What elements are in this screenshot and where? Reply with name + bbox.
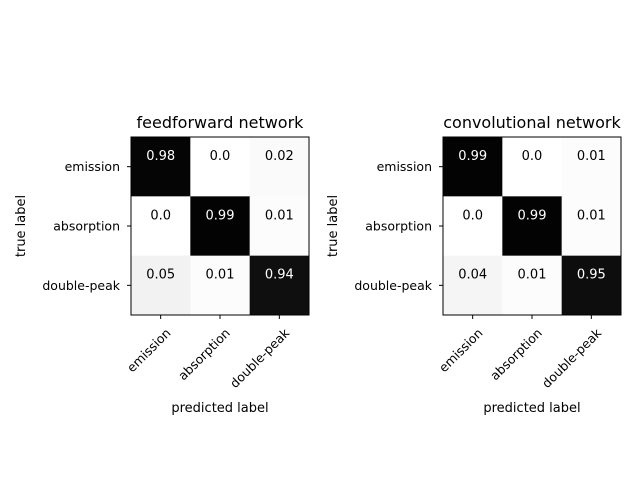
- cell-value-label: 0.01: [206, 268, 235, 283]
- panel-feedforward: feedforward network 0.98 0.0 0.02 0.0 0.99 0.…: [14, 113, 310, 416]
- heatmap-cell: [190, 255, 251, 316]
- cell-value-label: 0.99: [458, 149, 487, 164]
- heatmap-cell: [249, 196, 310, 257]
- heatmap-cell: [249, 255, 310, 316]
- heatmap-cell: [502, 255, 563, 316]
- cell-value-label: 0.01: [518, 268, 547, 283]
- heatmap-cell: [131, 255, 191, 316]
- heatmap-cell: [502, 137, 563, 197]
- heatmap-cell: [190, 137, 251, 197]
- cell-value-label: 0.05: [146, 268, 175, 283]
- heatmap-cell: [502, 196, 563, 257]
- panel-title: convolutional network: [443, 113, 621, 132]
- cell-value-label: 0.01: [265, 208, 294, 223]
- y-tick-label: double-peak: [354, 278, 432, 293]
- cell-value-label: 0.04: [458, 268, 487, 283]
- heatmap-cell: [131, 196, 191, 257]
- cell-value-label: 0.0: [150, 208, 171, 223]
- y-tick-label: double-peak: [42, 278, 120, 293]
- cell-value-label: 0.01: [577, 149, 606, 164]
- cell-value-label: 0.01: [577, 208, 606, 223]
- x-axis-label: predicted label: [171, 401, 268, 416]
- cell-value-label: 0.0: [210, 149, 231, 164]
- heatmap-cell: [249, 137, 310, 197]
- heatmap-cell: [443, 137, 503, 197]
- panel-title: feedforward network: [137, 113, 305, 132]
- cell-value-label: 0.99: [206, 208, 235, 223]
- heatmap-cell: [443, 196, 503, 257]
- cell-value-label: 0.95: [577, 268, 606, 283]
- cell-value-label: 0.02: [265, 149, 294, 164]
- y-tick-label: emission: [65, 159, 120, 174]
- cell-value-label: 0.0: [522, 149, 543, 164]
- cell-value-label: 0.99: [518, 208, 547, 223]
- heatmap-cell: [190, 196, 251, 257]
- y-axis-label: true label: [14, 195, 29, 257]
- y-tick-label: absorption: [365, 219, 432, 234]
- cell-value-label: 0.0: [462, 208, 483, 223]
- y-axis-label: true label: [326, 195, 341, 257]
- heatmap-cell: [443, 255, 503, 316]
- heatmap-cell: [131, 137, 191, 197]
- cell-value-label: 0.98: [146, 149, 175, 164]
- heatmap-cell: [561, 255, 622, 316]
- y-tick-label: emission: [377, 159, 432, 174]
- heatmap-cell: [561, 137, 622, 197]
- y-tick-label: absorption: [53, 219, 120, 234]
- x-axis-label: predicted label: [483, 401, 580, 416]
- heatmap-cell: [561, 196, 622, 257]
- cell-value-label: 0.94: [265, 268, 294, 283]
